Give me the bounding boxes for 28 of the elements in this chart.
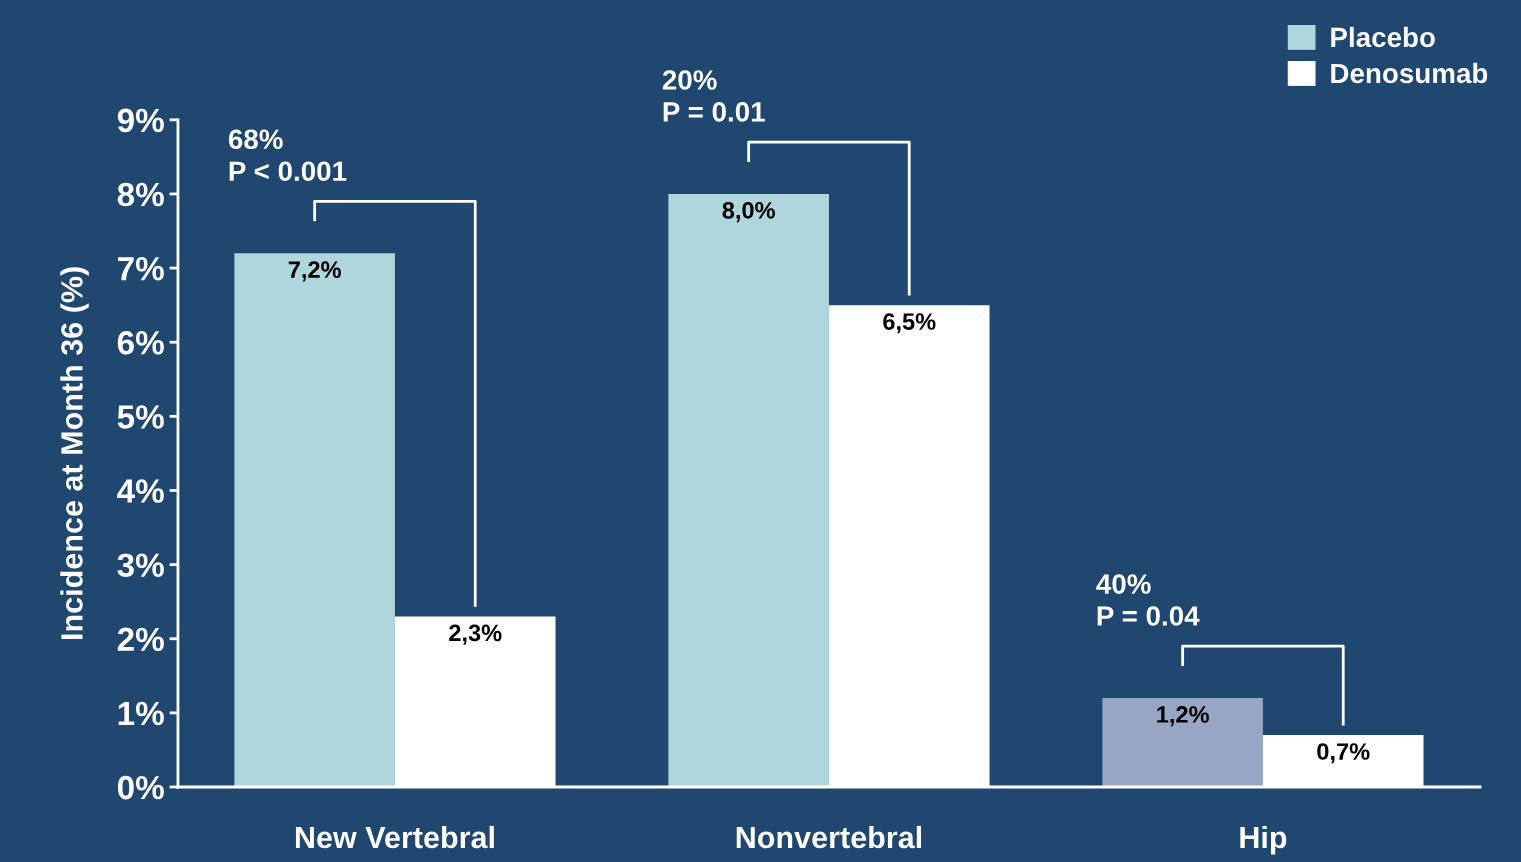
y-tick-label: 4% <box>117 479 164 503</box>
legend-label: Denosumab <box>1331 62 1488 84</box>
data-label: 0,7% <box>1317 743 1370 764</box>
data-label: 6,5% <box>883 313 936 334</box>
y-tick-label: 8% <box>117 182 164 207</box>
x-tick-label: Hip <box>1240 825 1287 855</box>
bar <box>1102 698 1263 788</box>
y-tick-label: 7% <box>118 256 164 281</box>
x-tick-label: New Vertebral <box>295 825 494 849</box>
y-axis-title: Incidence at Month 36 (%) <box>60 267 89 639</box>
data-label: 2,3% <box>449 624 502 645</box>
x-tick-label: Nonvertebral <box>736 825 922 849</box>
legend-label: Placebo <box>1331 26 1435 48</box>
annotation: 40% P = 0.04 <box>1096 574 1200 626</box>
bar <box>234 253 395 788</box>
bar <box>668 193 829 788</box>
y-tick-label: 2% <box>117 627 164 652</box>
y-tick-label: 3% <box>117 553 164 578</box>
annotation: 68% P < 0.001 <box>228 129 347 182</box>
data-label: 7,2% <box>288 261 341 282</box>
y-tick-label: 1% <box>118 701 164 726</box>
data-label: 8,0% <box>722 201 775 223</box>
y-tick-label: 5% <box>117 405 164 429</box>
y-tick-label: 0% <box>117 775 164 800</box>
y-tick-label: 9% <box>117 108 164 133</box>
data-label: 1,2% <box>1157 706 1209 727</box>
y-tick-label: 6% <box>117 331 164 355</box>
annotation: 20% P = 0.01 <box>662 70 765 122</box>
